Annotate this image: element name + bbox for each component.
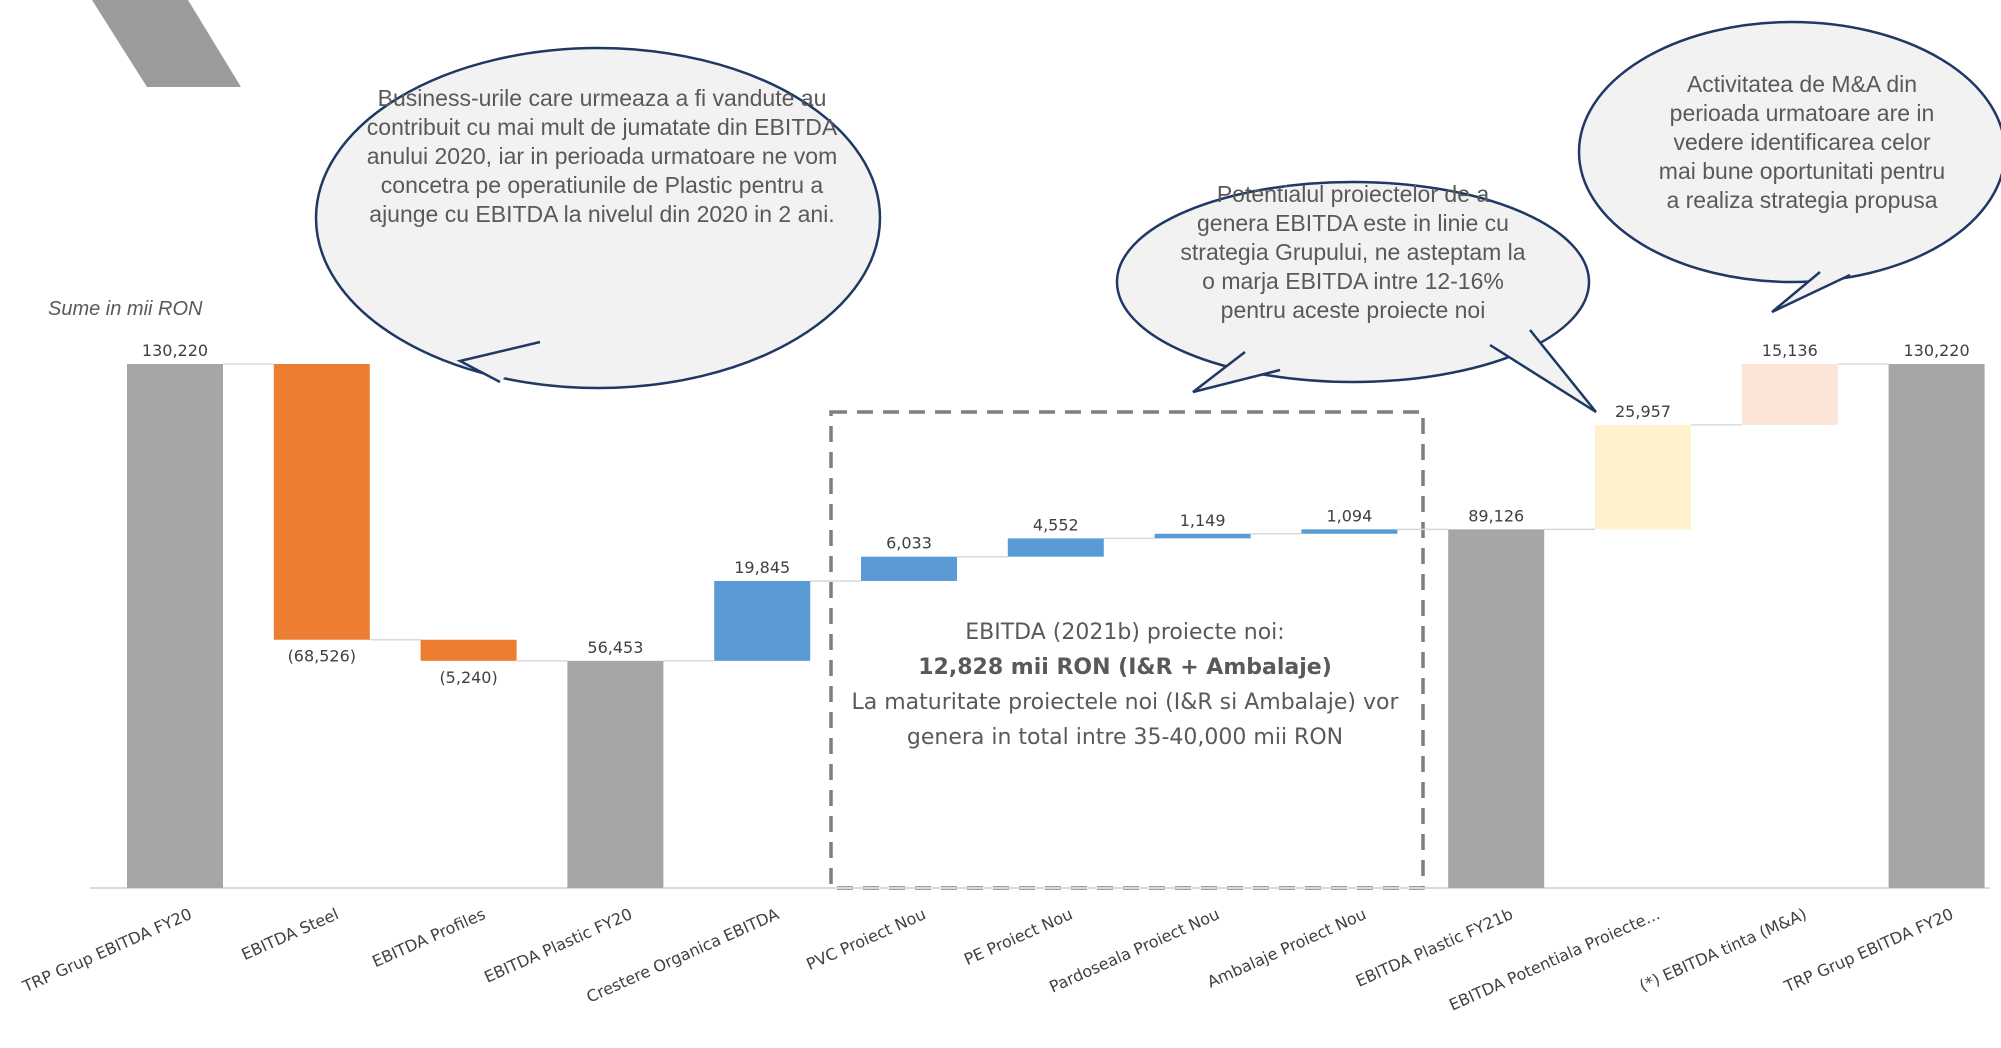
value-label-5: 6,033 [886, 534, 932, 553]
speech-bubble-left [314, 46, 882, 390]
bar-12 [1888, 364, 1985, 888]
value-label-8: 1,094 [1326, 506, 1372, 525]
value-label-12: 130,220 [1904, 341, 1970, 360]
bar-5 [861, 556, 957, 581]
box-line-1: EBITDA (2021b) proiecte noi: [965, 620, 1285, 645]
value-label-3: 56,453 [587, 638, 643, 657]
value-label-6: 4,552 [1033, 515, 1079, 534]
x-tick-label-5: PVC Proiect Nou [803, 904, 928, 974]
bar-1 [273, 364, 370, 640]
value-label-11: 15,136 [1762, 341, 1818, 360]
value-label-1: (68,526) [288, 647, 356, 666]
x-tick-label-2: EBITDA Profiles [369, 904, 488, 971]
speech-bubble-right [1577, 20, 2001, 314]
value-label-9: 89,126 [1468, 506, 1524, 525]
new-projects-summary: EBITDA (2021b) proiecte noi: 12,828 mii … [845, 615, 1405, 755]
box-line-2: 12,828 mii RON (I&R + Ambalaje) [918, 655, 1332, 680]
corner-logo-shape [92, 0, 241, 87]
bubble-left-text: Business-urile care urmeaza a fi vandute… [366, 85, 838, 227]
bar-8 [1301, 529, 1398, 534]
value-label-10: 25,957 [1615, 402, 1671, 421]
x-tick-label-0: TRP Grup EBITDA FY20 [19, 904, 195, 996]
bar-7 [1154, 533, 1251, 539]
bar-10 [1595, 424, 1691, 530]
x-tick-label-8: Ambalaje Proiect Nou [1204, 904, 1369, 991]
units-label: Sume in mii RON [48, 298, 203, 320]
speech-bubble-middle [1115, 180, 1597, 414]
bubble-middle-text: Potentialul proiectelor de a genera EBIT… [1180, 181, 1526, 323]
value-label-0: 130,220 [142, 341, 208, 360]
bar-2 [420, 639, 517, 661]
bar-6 [1007, 538, 1104, 557]
bar-9 [1448, 529, 1545, 888]
x-tick-label-1: EBITDA Steel [238, 904, 341, 964]
bubble-right-text: Activitatea de M&A din perioada urmatoar… [1658, 71, 1946, 213]
value-label-2: (5,240) [439, 668, 497, 687]
bar-3 [567, 660, 664, 888]
x-tick-label-3: EBITDA Plastic FY20 [481, 904, 635, 986]
box-line-3: La maturitate proiectele noi (I&R si Amb… [851, 690, 1399, 750]
x-tick-label-6: PE Proiect Nou [961, 904, 1075, 969]
value-label-7: 1,149 [1180, 511, 1226, 530]
bar-11 [1741, 364, 1838, 425]
bar-0 [127, 364, 223, 888]
bar-4 [714, 580, 811, 661]
value-label-4: 19,845 [734, 558, 790, 577]
